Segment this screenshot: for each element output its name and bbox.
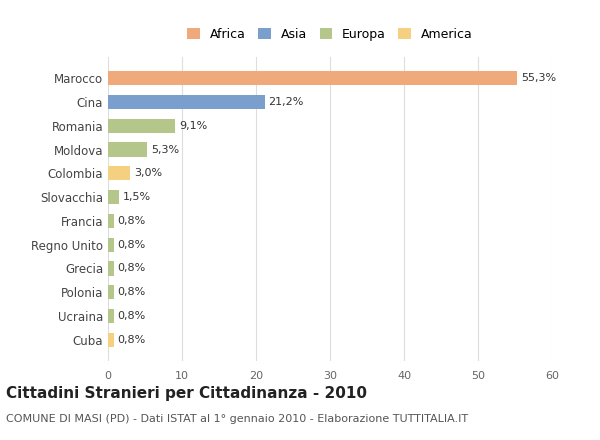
Text: Cittadini Stranieri per Cittadinanza - 2010: Cittadini Stranieri per Cittadinanza - 2… [6, 386, 367, 401]
Text: 0,8%: 0,8% [118, 335, 146, 345]
Legend: Africa, Asia, Europa, America: Africa, Asia, Europa, America [184, 24, 476, 44]
Text: 0,8%: 0,8% [118, 287, 146, 297]
Text: 0,8%: 0,8% [118, 240, 146, 249]
Bar [108, 166, 130, 180]
Text: 9,1%: 9,1% [179, 121, 207, 131]
Bar [108, 333, 114, 347]
Bar [108, 71, 517, 85]
Text: 0,8%: 0,8% [118, 264, 146, 274]
Bar [108, 119, 175, 133]
Text: 1,5%: 1,5% [123, 192, 151, 202]
Text: 3,0%: 3,0% [134, 169, 162, 178]
Text: COMUNE DI MASI (PD) - Dati ISTAT al 1° gennaio 2010 - Elaborazione TUTTITALIA.IT: COMUNE DI MASI (PD) - Dati ISTAT al 1° g… [6, 414, 468, 424]
Bar [108, 238, 114, 252]
Bar [108, 95, 265, 109]
Bar [108, 190, 119, 204]
Bar [108, 143, 147, 157]
Bar [108, 285, 114, 299]
Bar [108, 214, 114, 228]
Text: 55,3%: 55,3% [521, 73, 556, 83]
Text: 5,3%: 5,3% [151, 144, 179, 154]
Text: 0,8%: 0,8% [118, 216, 146, 226]
Text: 21,2%: 21,2% [269, 97, 304, 107]
Bar [108, 309, 114, 323]
Text: 0,8%: 0,8% [118, 311, 146, 321]
Bar [108, 261, 114, 275]
